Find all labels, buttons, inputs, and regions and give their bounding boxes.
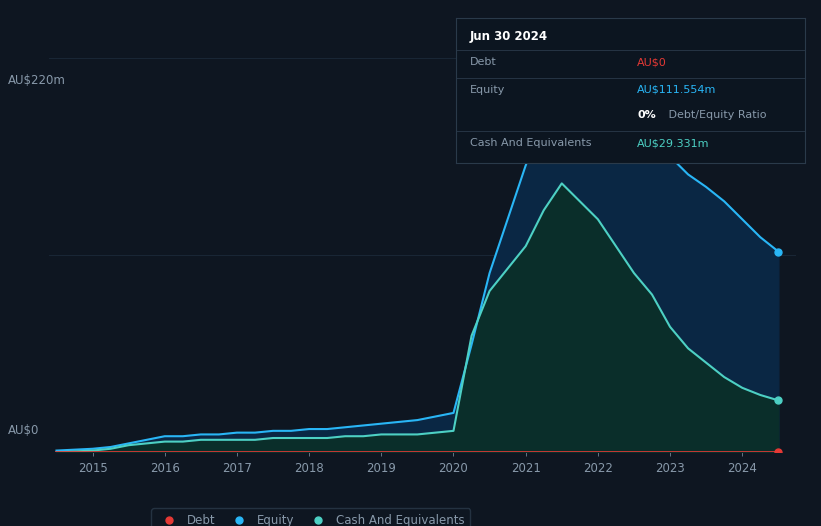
Text: AU$0: AU$0: [8, 423, 39, 437]
Text: AU$0: AU$0: [637, 57, 667, 67]
Text: Cash And Equivalents: Cash And Equivalents: [470, 138, 591, 148]
Text: Debt: Debt: [470, 57, 497, 67]
Text: Debt/Equity Ratio: Debt/Equity Ratio: [665, 109, 767, 119]
Legend: Debt, Equity, Cash And Equivalents: Debt, Equity, Cash And Equivalents: [151, 509, 470, 526]
Text: 0%: 0%: [637, 109, 656, 119]
Text: Jun 30 2024: Jun 30 2024: [470, 30, 548, 43]
Text: AU$220m: AU$220m: [8, 74, 66, 87]
Text: AU$111.554m: AU$111.554m: [637, 85, 717, 95]
Text: Equity: Equity: [470, 85, 505, 95]
Text: AU$29.331m: AU$29.331m: [637, 138, 709, 148]
